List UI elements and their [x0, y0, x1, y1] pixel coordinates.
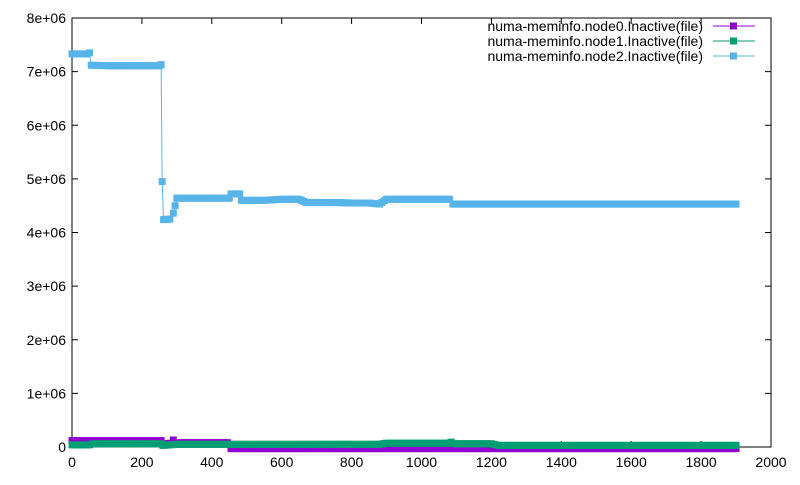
x-tick-label: 1800: [686, 454, 717, 470]
legend-marker-2: [730, 52, 737, 60]
x-tick-label: 0: [68, 454, 76, 470]
data-point: [171, 202, 179, 210]
legend-label-1: numa-meminfo.node1.Inactive(file): [487, 33, 703, 49]
data-point: [157, 61, 165, 69]
legend-marker-1: [730, 37, 737, 45]
y-tick-label: 3e+06: [27, 278, 67, 294]
x-tick-label: 400: [200, 454, 224, 470]
data-point: [158, 178, 166, 186]
series-1: [68, 438, 740, 449]
x-tick-label: 200: [130, 454, 154, 470]
axes-layer: 0 200 400 600 800 1000 1200 1400 1600 1800 2000 0 1e…: [27, 10, 787, 470]
data-point: [445, 195, 453, 203]
y-tick-label: 4e+06: [27, 225, 67, 241]
data-point: [732, 200, 740, 208]
series-layer: [68, 49, 740, 453]
x-tick-label: 800: [340, 454, 364, 470]
y-tick-label: 8e+06: [27, 10, 67, 26]
data-point: [732, 441, 740, 449]
legend-marker-0: [730, 22, 737, 30]
x-tick-label: 2000: [755, 454, 786, 470]
data-point: [169, 209, 177, 217]
data-point: [225, 194, 233, 202]
legend: numa-meminfo.node0.Inactive(file)numa-me…: [487, 18, 755, 64]
x-tick-label: 1000: [406, 454, 437, 470]
y-tick-label: 0: [58, 439, 66, 455]
data-point: [166, 215, 174, 223]
legend-label-2: numa-meminfo.node2.Inactive(file): [487, 48, 703, 64]
x-tick-label: 1600: [616, 454, 647, 470]
legend-label-0: numa-meminfo.node0.Inactive(file): [487, 18, 703, 34]
data-point: [236, 190, 244, 198]
series-2: [68, 49, 740, 224]
x-tick-label: 600: [270, 454, 294, 470]
x-tick-label: 1200: [476, 454, 507, 470]
x-tick-label: 1400: [546, 454, 577, 470]
y-tick-label: 5e+06: [27, 171, 67, 187]
y-tick-label: 7e+06: [27, 64, 67, 80]
data-point: [85, 49, 93, 57]
y-tick-label: 6e+06: [27, 117, 67, 133]
y-tick-label: 1e+06: [27, 385, 67, 401]
y-tick-label: 2e+06: [27, 332, 67, 348]
